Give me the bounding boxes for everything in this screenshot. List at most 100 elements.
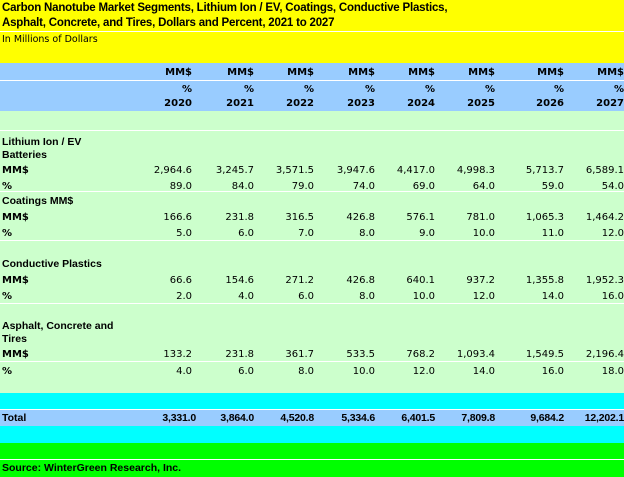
value-cell: 768.2	[406, 349, 435, 360]
header-unit: MM$	[468, 67, 495, 78]
header-year: 2021	[226, 98, 254, 109]
divider	[0, 361, 624, 362]
pct-cell: 12.0	[472, 291, 495, 302]
pct-cell: 18.0	[601, 366, 624, 377]
table-title-line-2: Asphalt, Concrete, and Tires, Dollars an…	[2, 17, 335, 29]
value-cell: 533.5	[346, 349, 375, 360]
pct-cell: 14.0	[472, 366, 495, 377]
spacer-band	[0, 426, 624, 443]
value-cell: 1,355.8	[525, 275, 564, 286]
pct-cell: 6.0	[298, 291, 314, 302]
pct-cell: 11.0	[541, 228, 564, 239]
row-label-mm: MM$	[2, 212, 29, 223]
divider	[0, 240, 624, 241]
pct-cell: 84.0	[231, 181, 254, 192]
value-cell: 2,964.6	[153, 165, 192, 176]
value-cell: 576.1	[406, 212, 435, 223]
divider	[0, 459, 624, 460]
row-label-mm: MM$	[2, 275, 29, 286]
row-label-pct: %	[2, 291, 13, 302]
header-year: 2027	[596, 98, 624, 109]
value-cell: 640.1	[406, 275, 435, 286]
value-cell: 231.8	[225, 349, 254, 360]
value-cell: 166.6	[163, 212, 192, 223]
pct-cell: 2.0	[176, 291, 192, 302]
source-band	[0, 460, 624, 477]
value-cell: 2,196.4	[585, 349, 624, 360]
header-unit: MM$	[348, 67, 375, 78]
pct-cell: 12.0	[412, 366, 435, 377]
total-cell: 4,520.8	[280, 412, 314, 424]
header-unit: MM$	[165, 67, 192, 78]
value-cell: 1,093.4	[456, 349, 495, 360]
pct-cell: 10.0	[352, 366, 375, 377]
header-unit: MM$	[537, 67, 564, 78]
header-year: 2024	[407, 98, 435, 109]
total-cell: 12,202.1	[584, 412, 624, 424]
header-pct: %	[303, 84, 314, 95]
value-cell: 6,589.1	[585, 165, 624, 176]
header-pct: %	[484, 84, 495, 95]
row-label-mm: MM$	[2, 165, 29, 176]
value-cell: 4,998.3	[456, 165, 495, 176]
segment-name: Lithium Ion / EV	[2, 136, 82, 148]
pct-cell: 9.0	[419, 228, 435, 239]
pct-cell: 8.0	[359, 291, 375, 302]
value-cell: 4,417.0	[396, 165, 435, 176]
pct-cell: 89.0	[169, 181, 192, 192]
pct-cell: 14.0	[541, 291, 564, 302]
pct-cell: 10.0	[412, 291, 435, 302]
row-label-pct: %	[2, 228, 13, 239]
segment-name-cont: Batteries	[2, 149, 47, 161]
title-band: Carbon Nanotube Market Segments, Lithium…	[0, 0, 624, 31]
pct-cell: 74.0	[352, 181, 375, 192]
total-cell: 6,401.5	[401, 412, 435, 424]
divider	[0, 409, 624, 410]
pct-cell: 4.0	[238, 291, 254, 302]
header-unit: MM$	[597, 67, 624, 78]
segment-name-cont: Tires	[2, 333, 27, 345]
value-cell: 1,464.2	[585, 212, 624, 223]
value-cell: 316.5	[285, 212, 314, 223]
value-cell: 1,952.3	[585, 275, 624, 286]
pct-cell: 6.0	[238, 228, 254, 239]
pct-cell: 79.0	[291, 181, 314, 192]
header-unit: MM$	[408, 67, 435, 78]
header-pct: %	[364, 84, 375, 95]
value-cell: 133.2	[163, 349, 192, 360]
value-cell: 231.8	[225, 212, 254, 223]
pct-cell: 10.0	[472, 228, 495, 239]
pct-cell: 16.0	[541, 366, 564, 377]
segment-name: Coatings MM$	[2, 195, 74, 207]
table-body	[0, 111, 624, 393]
value-cell: 361.7	[285, 349, 314, 360]
value-cell: 3,947.6	[336, 165, 375, 176]
header-unit: MM$	[227, 67, 254, 78]
pct-cell: 12.0	[601, 228, 624, 239]
total-cell: 9,684.2	[530, 412, 564, 424]
divider	[0, 303, 624, 304]
pct-cell: 8.0	[298, 366, 314, 377]
pct-cell: 6.0	[238, 366, 254, 377]
pct-cell: 16.0	[601, 291, 624, 302]
pct-cell: 7.0	[298, 228, 314, 239]
spacer-band	[0, 443, 624, 459]
source-note: Source: WinterGreen Research, Inc.	[2, 462, 182, 474]
value-cell: 154.6	[225, 275, 254, 286]
spacer-band	[0, 393, 624, 409]
pct-cell: 64.0	[472, 181, 495, 192]
header-year: 2026	[536, 98, 564, 109]
total-cell: 7,809.8	[461, 412, 495, 424]
total-cell: 3,331.0	[162, 412, 196, 424]
segment-name: Asphalt, Concrete and	[2, 320, 114, 332]
total-row: Total	[0, 410, 624, 426]
divider	[0, 130, 624, 131]
subtitle-band: In Millions of Dollars	[0, 32, 624, 63]
table-title-line-1: Carbon Nanotube Market Segments, Lithium…	[2, 2, 448, 14]
pct-cell: 69.0	[412, 181, 435, 192]
pct-cell: 5.0	[176, 228, 192, 239]
pct-cell: 59.0	[541, 181, 564, 192]
value-cell: 1,065.3	[525, 212, 564, 223]
divider	[0, 80, 624, 81]
value-cell: 271.2	[285, 275, 314, 286]
